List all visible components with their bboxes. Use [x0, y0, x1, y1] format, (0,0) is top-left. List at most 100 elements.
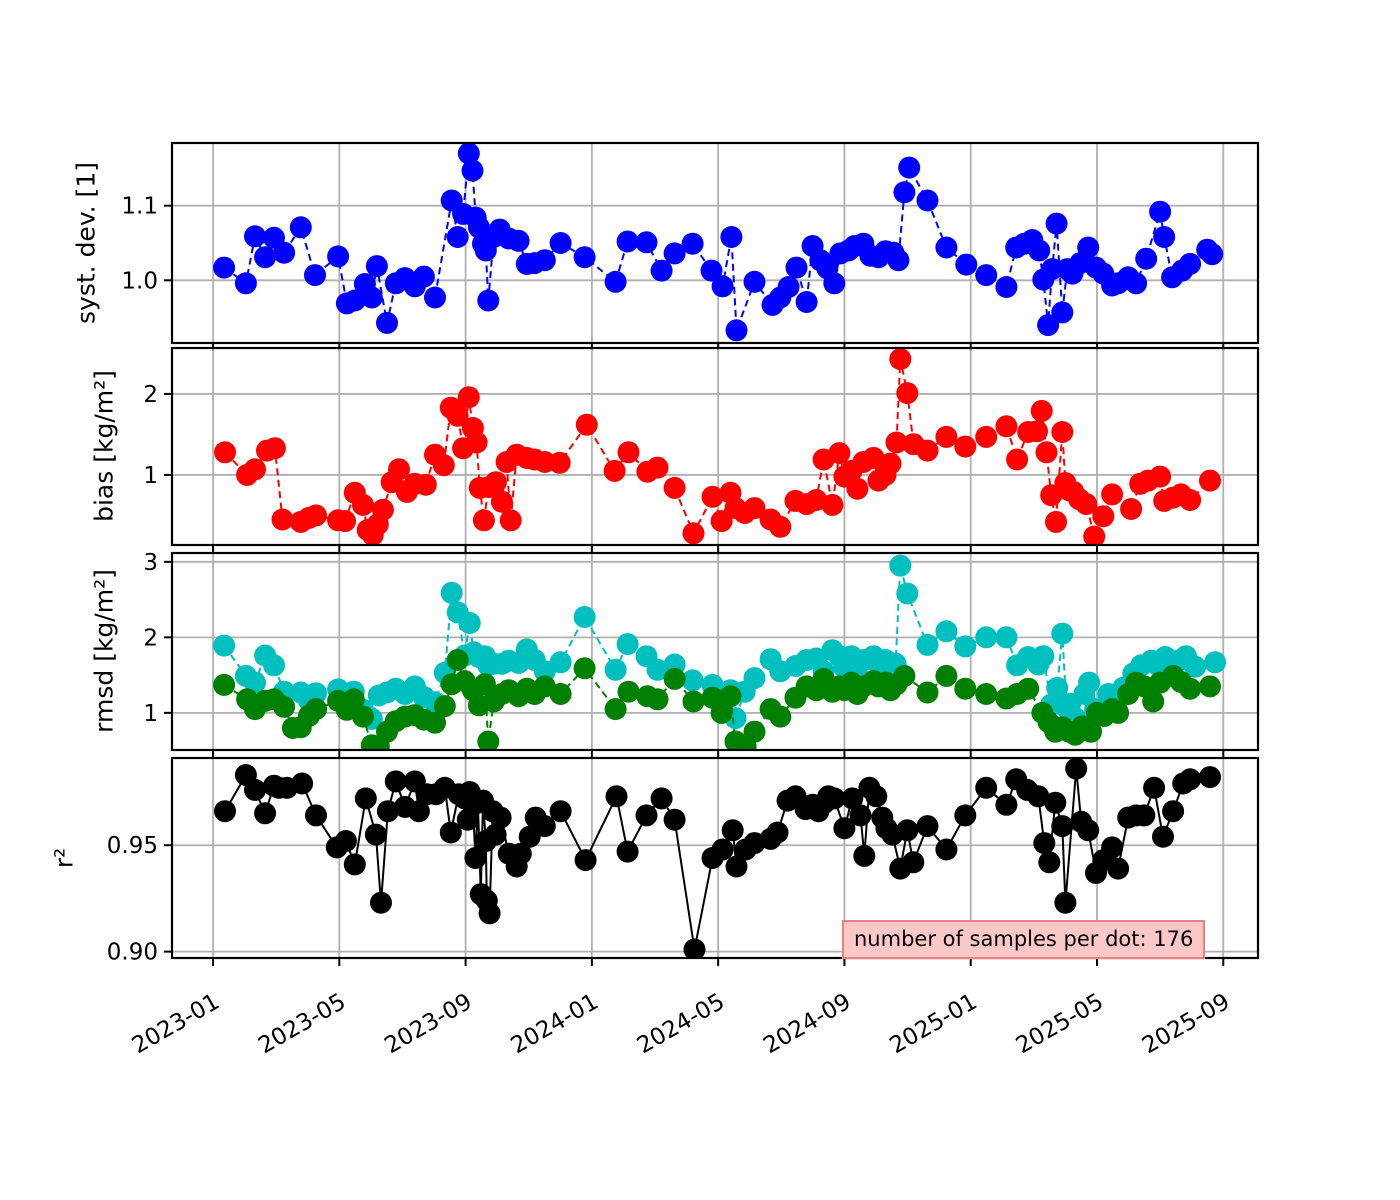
- syst-dev--point: [700, 259, 723, 282]
- syst-dev--point: [376, 311, 398, 334]
- syst-dev--point: [457, 143, 480, 165]
- syst-dev--point: [720, 226, 743, 248]
- r-squared-point: [533, 815, 556, 838]
- syst-dev--point: [365, 255, 388, 278]
- bias-point: [710, 510, 733, 533]
- r-squared-point: [1133, 804, 1156, 827]
- syst-dev--point: [254, 246, 277, 269]
- syst-dev--point: [777, 276, 800, 298]
- syst-dev--point: [785, 256, 808, 279]
- syst-dev--point: [273, 241, 296, 264]
- rmsd-unbiased-point: [710, 701, 733, 724]
- r-squared-point: [1107, 857, 1130, 880]
- x-tick-label: 2025-09: [1138, 989, 1234, 1060]
- rmsd-unbiased-point: [719, 685, 742, 708]
- bias-point: [548, 451, 571, 474]
- r-squared-point: [1162, 800, 1185, 823]
- rmsd-total-point: [743, 667, 766, 690]
- rmsd-unbiased-point: [617, 680, 640, 703]
- rmsd-total-point: [440, 581, 463, 604]
- syst-dev--point: [916, 189, 939, 212]
- syst-dev--point: [1077, 236, 1100, 259]
- bias-point: [1149, 465, 1172, 488]
- syst-dev--point: [244, 225, 266, 248]
- bias-point: [446, 404, 469, 427]
- r-squared-point: [1044, 791, 1067, 814]
- x-tick-label: 2023-05: [254, 989, 350, 1060]
- bias-point: [1075, 493, 1098, 516]
- r-squared-point: [489, 806, 512, 829]
- bias-point: [995, 415, 1018, 438]
- y-tick-label: 2: [143, 625, 158, 651]
- bias-point: [263, 437, 286, 460]
- rmsd-total-point: [1204, 651, 1227, 674]
- bias-point: [414, 473, 437, 496]
- subplot-bias: 12: [143, 346, 1260, 553]
- bias-point: [682, 522, 705, 545]
- syst-dev--point: [616, 230, 639, 253]
- syst-dev--point: [663, 242, 686, 265]
- rmsd-unbiased-point: [975, 683, 998, 705]
- rmsd-unbiased-point: [769, 705, 792, 728]
- bias-point: [305, 504, 327, 527]
- r-squared-point: [1143, 776, 1166, 799]
- r-squared-point: [849, 804, 872, 827]
- syst-dev--point: [995, 276, 1018, 298]
- rmsd-total-point: [954, 635, 977, 658]
- syst-dev--point: [446, 226, 469, 248]
- bias-point: [617, 441, 640, 464]
- r-squared-point: [574, 849, 597, 872]
- bias-point: [1045, 510, 1067, 533]
- rmsd-unbiased-point: [954, 677, 977, 700]
- bias-point: [244, 458, 266, 481]
- rmsd-unbiased-point: [342, 688, 365, 711]
- rmsd-unbiased-point: [1179, 677, 1202, 700]
- bias-point: [954, 435, 977, 458]
- rmsd-unbiased-point: [1199, 675, 1221, 698]
- bias-point: [1083, 525, 1106, 545]
- x-tick-label: 2023-09: [380, 989, 476, 1060]
- axes-border: [170, 756, 1260, 960]
- bias-point: [916, 439, 939, 462]
- r-squared-point: [364, 823, 387, 846]
- syst-dev--point: [1179, 252, 1202, 275]
- syst-dev--point: [573, 246, 596, 269]
- bias-point: [388, 458, 410, 481]
- bias-point: [271, 508, 294, 531]
- syst-dev--point: [604, 270, 627, 293]
- rmsd-total-point: [975, 626, 998, 649]
- bias-point: [472, 509, 495, 532]
- r-squared-point: [954, 804, 977, 827]
- syst-dev--point: [681, 232, 704, 255]
- bias-point: [743, 497, 766, 520]
- rmsd-unbiased-point: [446, 649, 469, 671]
- rmsd-total-point: [305, 682, 327, 705]
- bias-point: [1035, 441, 1058, 464]
- x-tick-label: 2024-09: [759, 989, 855, 1060]
- rmsd-unbiased-point: [663, 667, 686, 690]
- r-squared-point: [1179, 768, 1202, 791]
- bias-point: [889, 348, 912, 371]
- r-squared-point: [334, 830, 357, 852]
- syst-dev--point: [725, 319, 748, 342]
- rmsd-unbiased-point: [646, 688, 669, 711]
- r-squared-point: [407, 800, 430, 823]
- rmsd-unbiased-point: [743, 720, 766, 743]
- r-squared-point: [1027, 785, 1050, 808]
- bias-point: [432, 454, 455, 477]
- r-squared-point: [995, 793, 1018, 816]
- x-tick-label: 2024-05: [633, 989, 729, 1060]
- bias-point: [1092, 505, 1115, 528]
- syst-dev--point: [424, 286, 446, 309]
- syst-dev--point: [360, 286, 383, 309]
- syst-dev--point: [650, 259, 673, 282]
- r-squared-point: [509, 842, 532, 865]
- syst-dev--point: [1135, 247, 1158, 270]
- y-tick-label: 0.90: [107, 940, 158, 966]
- bias-point: [935, 425, 958, 448]
- x-tick-label: 2025-05: [1012, 989, 1108, 1060]
- y-tick-label: 1.0: [121, 268, 158, 294]
- rmsd-total-point: [604, 658, 627, 681]
- y-axis-label-rmsd: rmsd [kg/m²]: [89, 569, 119, 733]
